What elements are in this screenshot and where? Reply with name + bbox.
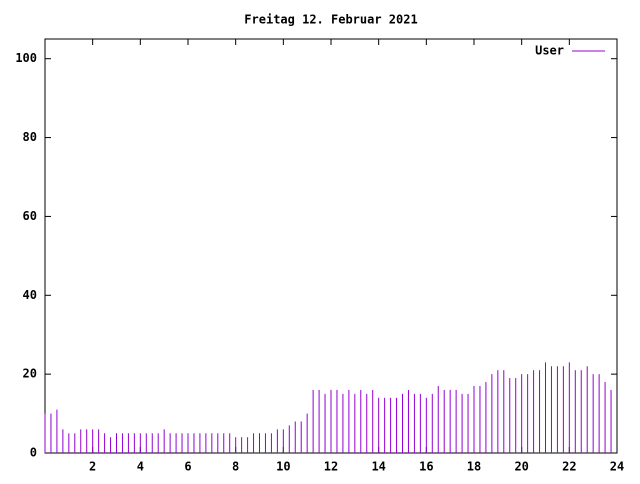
x-tick-label: 16 bbox=[419, 460, 433, 474]
x-tick-label: 20 bbox=[514, 460, 528, 474]
y-tick-label: 60 bbox=[23, 209, 37, 223]
y-tick-label: 0 bbox=[30, 446, 37, 460]
x-tick-label: 8 bbox=[232, 460, 239, 474]
x-tick-label: 6 bbox=[184, 460, 191, 474]
y-tick-label: 40 bbox=[23, 288, 37, 302]
y-tick-label: 20 bbox=[23, 367, 37, 381]
x-tick-label: 12 bbox=[324, 460, 338, 474]
x-tick-label: 22 bbox=[562, 460, 576, 474]
x-tick-label: 2 bbox=[89, 460, 96, 474]
x-tick-label: 18 bbox=[467, 460, 481, 474]
x-tick-label: 4 bbox=[137, 460, 144, 474]
y-tick-label: 80 bbox=[23, 130, 37, 144]
x-tick-label: 24 bbox=[610, 460, 624, 474]
legend-label: User bbox=[535, 44, 564, 58]
x-tick-label: 10 bbox=[276, 460, 290, 474]
chart-title: Freitag 12. Februar 2021 bbox=[244, 13, 417, 27]
x-tick-label: 14 bbox=[371, 460, 385, 474]
y-tick-label: 100 bbox=[15, 51, 37, 65]
